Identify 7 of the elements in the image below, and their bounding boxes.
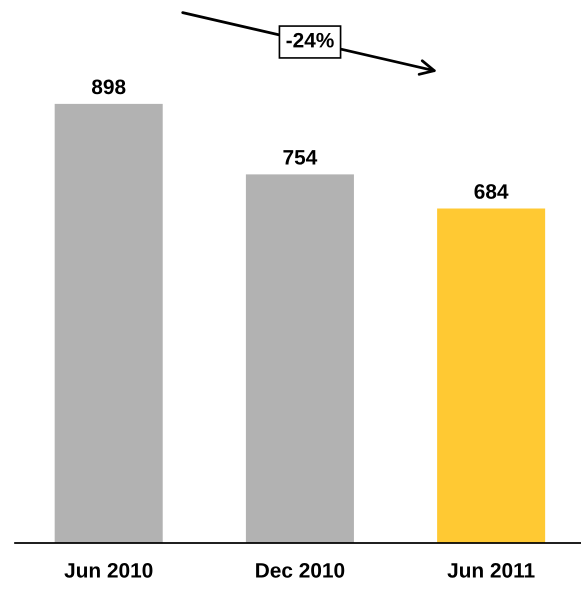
- data-label: 684: [474, 184, 508, 199]
- data-label: 898: [92, 79, 126, 94]
- data-label: 754: [283, 150, 318, 165]
- text: -24%: [286, 32, 334, 48]
- x-tick-label: Jun 2010: [64, 562, 152, 578]
- x-tick-label: Jun 2011: [447, 562, 535, 578]
- x-tick-label: Dec 2010: [256, 562, 344, 578]
